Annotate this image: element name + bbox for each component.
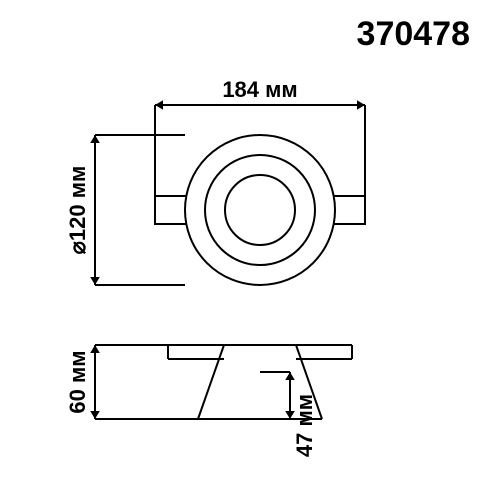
dimension-height-label: 60 мм (65, 350, 90, 413)
side-view (168, 345, 352, 419)
product-code: 370478 (357, 15, 470, 53)
dimension-inner-depth: 47 мм (260, 372, 317, 457)
dimension-inner-depth-label: 47 мм (292, 394, 317, 457)
dimension-width-label: 184 мм (222, 77, 297, 102)
technical-drawing: 370478 184 мм ⌀120 мм 60 мм 47 мм (0, 0, 500, 500)
dimension-diameter-label: ⌀120 мм (65, 166, 90, 255)
dimension-diameter: ⌀120 мм (65, 135, 185, 285)
dimension-height: 60 мм (65, 345, 198, 419)
top-view (155, 135, 365, 285)
